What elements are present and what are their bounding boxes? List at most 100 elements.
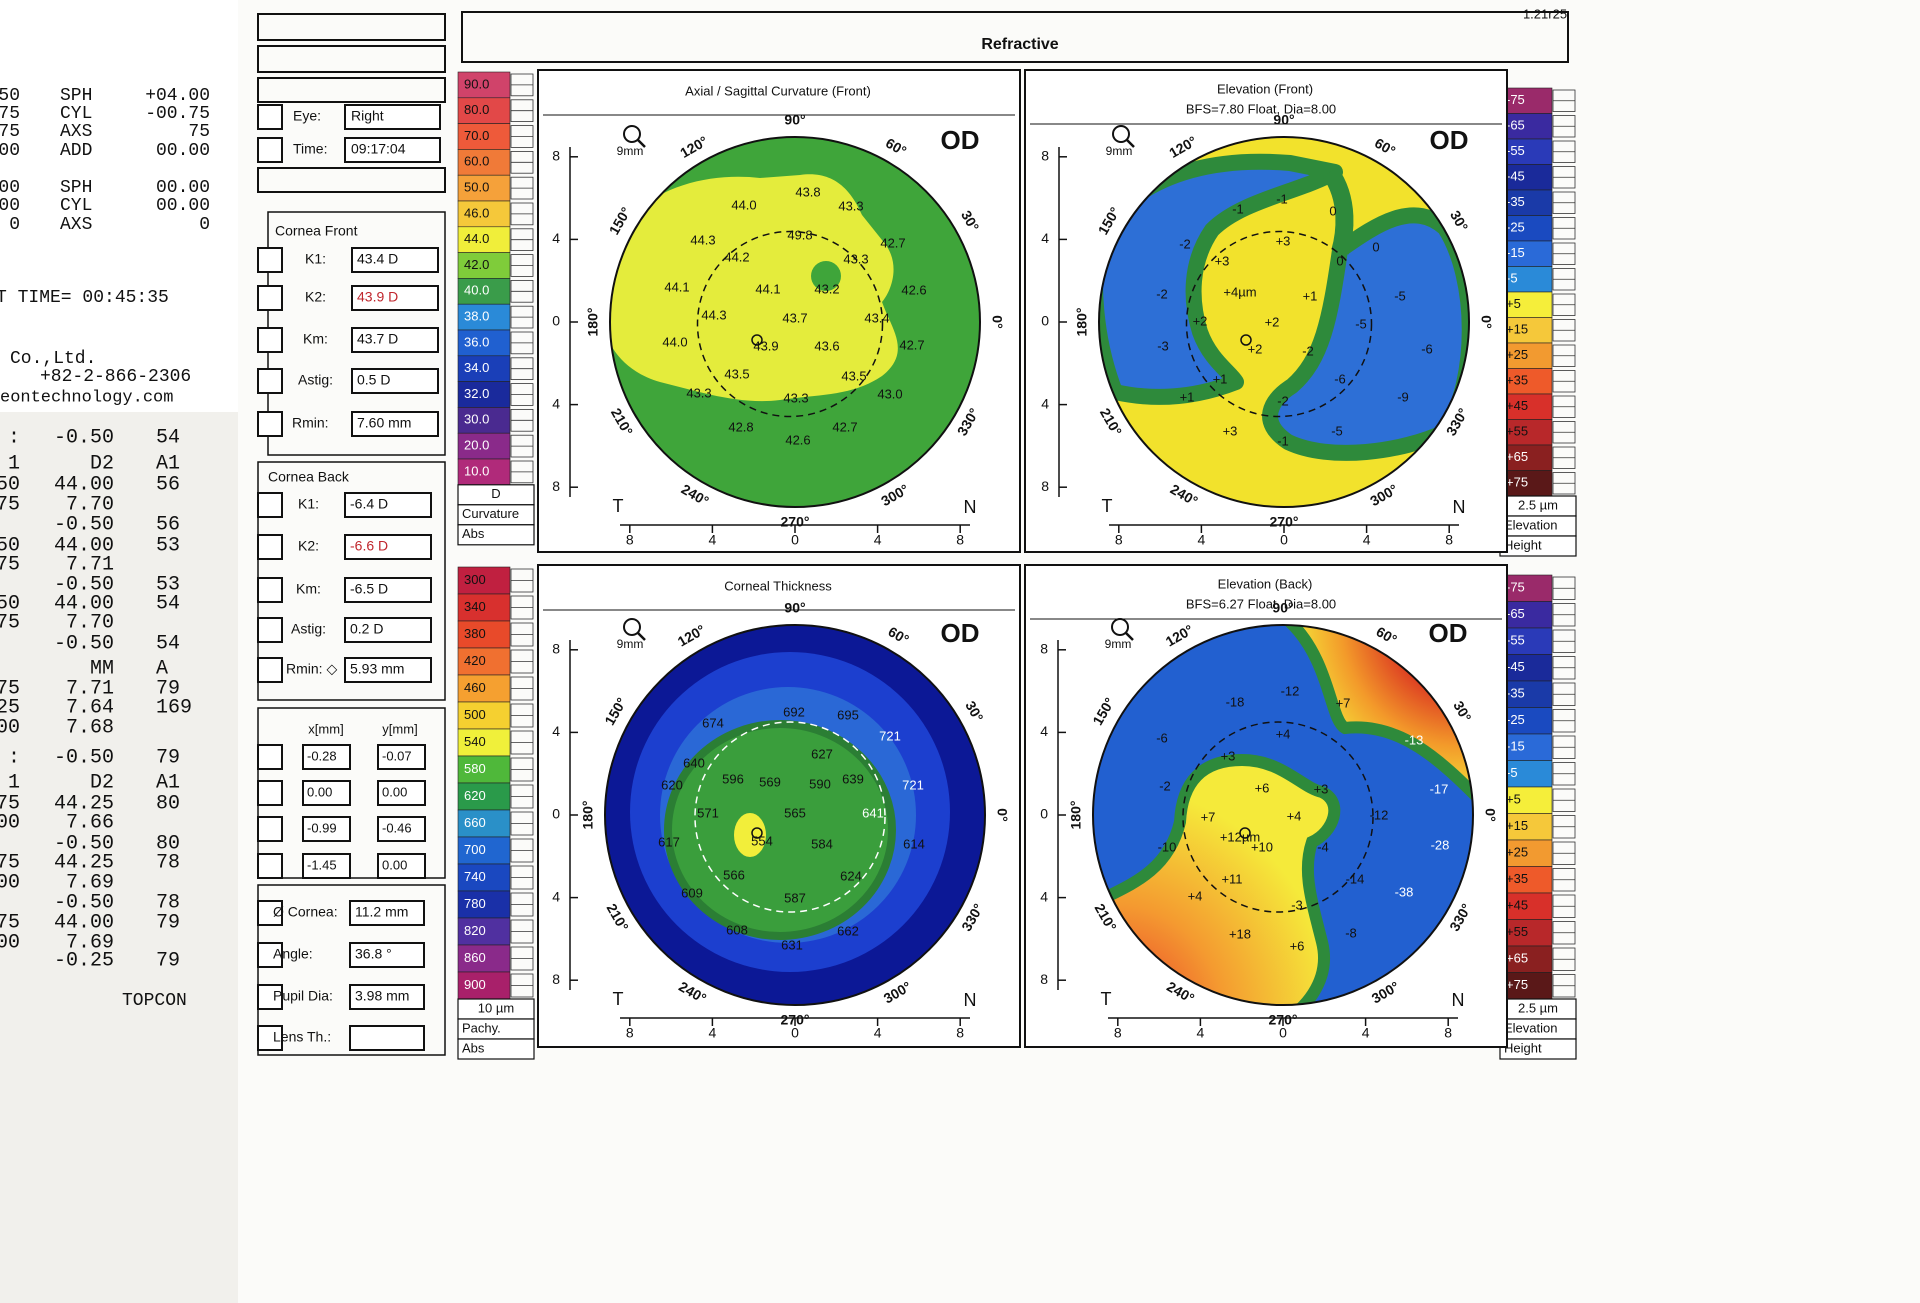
scale-caption: Abs <box>462 1040 485 1055</box>
zoom-label: 9mm <box>617 144 644 158</box>
printout-right: 56 <box>156 513 180 536</box>
optical-zone <box>696 230 884 418</box>
x-tick-label: 8 <box>626 532 634 548</box>
position-value: 0.00 <box>382 784 407 799</box>
printout-mid: 7.71 <box>66 677 114 700</box>
checkbox <box>257 1025 283 1051</box>
x-tick-label: 8 <box>626 1025 634 1041</box>
map-region <box>1262 207 1469 461</box>
printout-mid: -0.50 <box>54 426 114 449</box>
angle-label: 180° <box>1074 308 1090 337</box>
x-tick-label: 0 <box>1279 1025 1287 1041</box>
map-value: 565 <box>784 805 806 820</box>
scale-caption: 2.5 µm <box>1518 1000 1558 1015</box>
scale-swatch <box>1499 733 1553 761</box>
scale-swatch <box>1499 393 1553 420</box>
y-tick-label: 4 <box>1040 723 1048 739</box>
printout-right: 56 <box>156 473 180 496</box>
field-box <box>351 327 439 353</box>
map-value: 721 <box>879 728 901 743</box>
scale-caption: Elevation <box>1504 1020 1557 1035</box>
field-value: 5.93 mm <box>350 661 404 677</box>
scale-label: +15 <box>1506 818 1528 833</box>
y-tick-label: 8 <box>552 148 560 164</box>
scale-label: 40.0 <box>464 283 489 298</box>
scale-label: -55 <box>1506 633 1525 648</box>
map-value: +11 <box>1221 871 1242 886</box>
scale-swatch <box>1499 138 1553 165</box>
printout-mid: -0.50 <box>54 746 114 769</box>
scale-swatch <box>457 836 511 865</box>
x-tick-label: 8 <box>1444 1025 1452 1041</box>
field-label: Ø Cornea: <box>273 904 338 920</box>
map-region <box>1322 166 1354 255</box>
receipt-paper <box>0 0 258 412</box>
printout-mid: D2 <box>90 452 114 475</box>
map-value: 674 <box>702 715 724 730</box>
scale-swatch <box>457 381 511 408</box>
printout-mid: 7.70 <box>66 493 114 516</box>
field-label: Lens Th.: <box>273 1029 331 1045</box>
checkbox <box>257 492 283 518</box>
map-value: 608 <box>726 922 748 937</box>
header-box <box>461 11 1569 63</box>
pupil-center <box>1239 827 1251 839</box>
printout-left: 75 <box>0 677 20 700</box>
field-box <box>349 984 425 1010</box>
zoom-icon <box>1125 632 1134 641</box>
section-title: Cornea Back <box>268 469 350 485</box>
zoom-icon <box>1126 139 1135 148</box>
scale-label: 42.0 <box>464 257 489 272</box>
scale-swatch <box>1499 470 1553 497</box>
scale-swatch <box>1499 574 1553 602</box>
map-value: 631 <box>781 937 803 952</box>
scale-swatch <box>1499 215 1553 242</box>
map-value: +18 <box>1229 926 1251 941</box>
y-tick-label: 4 <box>1041 395 1049 411</box>
printout-mid: D2 <box>90 771 114 794</box>
scale-caption-box <box>457 1038 535 1060</box>
scale-caption: D <box>491 486 500 501</box>
position-value: 0.00 <box>307 784 332 799</box>
scale-swatch <box>1499 601 1553 629</box>
checkbox <box>257 104 283 130</box>
field-box <box>351 285 439 311</box>
scale-label: -5 <box>1506 765 1518 780</box>
scale-swatch <box>1499 707 1553 735</box>
printout-left: 00 <box>0 871 20 894</box>
map-region <box>610 174 898 402</box>
printout-mid: 7.69 <box>66 871 114 894</box>
scale-label: -65 <box>1506 606 1525 621</box>
position-value: -1.45 <box>307 857 337 872</box>
map-value: 596 <box>722 771 744 786</box>
scale-label: -15 <box>1506 245 1525 260</box>
map-value: -4 <box>1317 839 1329 854</box>
map-value: 695 <box>837 707 859 722</box>
map-value: -1 <box>1276 191 1288 206</box>
map-image <box>605 625 985 1005</box>
side-label: N <box>964 990 977 1010</box>
angle-label: 0° <box>989 315 1005 328</box>
field-label: Km: <box>296 581 321 597</box>
y-tick-label: 8 <box>552 478 560 494</box>
map-value: -38 <box>1395 884 1414 899</box>
y-tick-label: 4 <box>1041 230 1049 246</box>
zoom-icon <box>637 139 646 148</box>
field-box <box>344 617 432 643</box>
map-value: -12 <box>1281 683 1300 698</box>
map-value: +3 <box>1223 423 1238 438</box>
optical-zone <box>694 721 886 913</box>
scale-label: 860 <box>464 950 486 965</box>
scale-swatch <box>1499 760 1553 788</box>
map-value: 641 <box>862 805 884 820</box>
scale-swatch <box>457 200 511 228</box>
scale-swatch <box>457 458 511 486</box>
scale-swatch <box>1499 654 1553 682</box>
zoom-icon <box>623 618 641 636</box>
map-value: +4 <box>1287 808 1302 823</box>
scale-swatch <box>1499 87 1553 114</box>
checkbox <box>257 247 283 273</box>
field-label: Eye: <box>293 108 321 124</box>
scale-swatch <box>1499 680 1553 708</box>
field-label: Angle: <box>273 946 313 962</box>
